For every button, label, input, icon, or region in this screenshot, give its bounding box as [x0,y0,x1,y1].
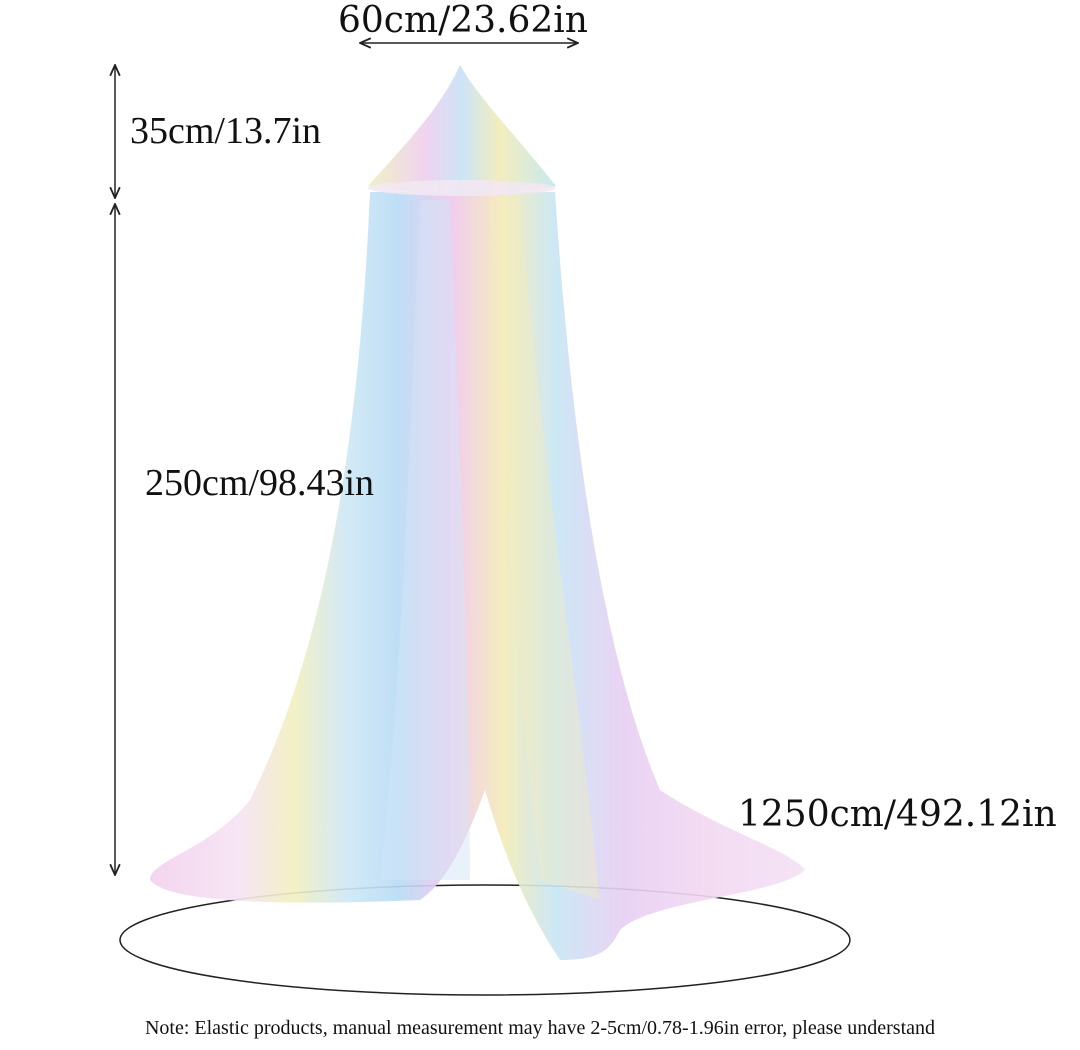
top-height-label: 35cm/13.7in [130,110,321,152]
note: Note: Elastic products, manual measureme… [145,1017,935,1039]
canopy [150,65,805,960]
floor-outline [119,884,851,996]
length-label: 250cm/98.43in [145,462,374,504]
circumference-label: 1250cm/492.12in [738,794,1057,835]
top-width-label: 60cm/23.62in [338,0,588,41]
